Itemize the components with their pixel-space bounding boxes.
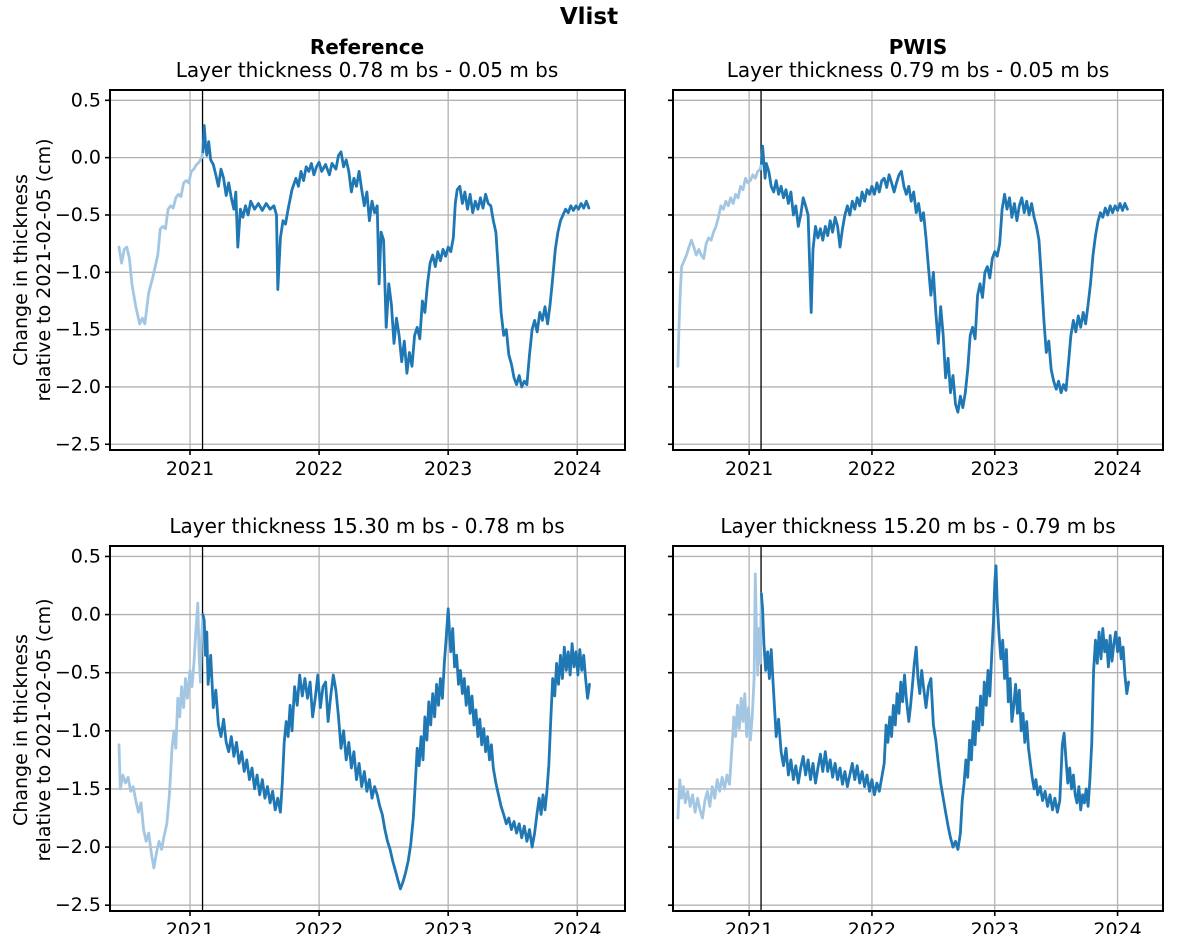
axes-spines — [672, 89, 1164, 451]
plot-pwis-upper: 2021 2022 2023 2024 — [668, 89, 1164, 480]
y-tick-label: −2.5 — [55, 433, 101, 455]
plot-reference-lower: 2021 2022 2023 2024 0.5 0.0 −0.5 −1.0 −1.5 −2.0 −2… — [55, 545, 626, 934]
x-tick-label: 2021 — [166, 458, 214, 480]
y-axis-label-line1: Change in thickness — [10, 634, 32, 826]
y-tick-label: −0.5 — [55, 204, 101, 226]
column-header-pwis: PWIS — [888, 35, 948, 59]
y-tick-label: −1.0 — [55, 261, 101, 283]
series-line — [759, 564, 1130, 851]
x-tick-label: 2021 — [166, 919, 214, 934]
y-tick-label: 0.0 — [71, 604, 101, 626]
series-line — [117, 150, 205, 326]
y-tick-label: −2.5 — [55, 894, 101, 916]
x-tick-label: 2024 — [1093, 458, 1141, 480]
series-line — [676, 572, 763, 820]
x-tick-label: 2024 — [553, 919, 601, 934]
x-tick-label: 2023 — [424, 919, 472, 934]
figure-title: Vlist — [559, 4, 619, 30]
y-tick-label: −2.0 — [55, 376, 101, 398]
column-header-reference: Reference — [309, 35, 425, 59]
y-tick-label: −2.0 — [55, 836, 101, 858]
x-tick-label: 2022 — [295, 458, 343, 480]
y-tick-label: 0.5 — [71, 89, 101, 111]
y-tick-label: 0.5 — [71, 545, 101, 567]
series-line — [676, 162, 763, 368]
y-tick-label: −1.5 — [55, 319, 101, 341]
axes-spines — [109, 545, 626, 912]
series-line — [201, 607, 591, 891]
x-tick-label: 2022 — [295, 919, 343, 934]
subplot-title-reference-lower: Layer thickness 15.30 m bs - 0.78 m bs — [169, 514, 565, 538]
subplot-title-pwis-lower: Layer thickness 15.20 m bs - 0.79 m bs — [720, 514, 1116, 538]
plot-reference-upper: 2021 2022 2023 2024 0.5 0.0 −0.5 −1.0 −1.5 −2.0 −2… — [55, 89, 626, 480]
x-tick-label: 2021 — [725, 919, 773, 934]
x-tick-label: 2021 — [725, 458, 773, 480]
x-tick-label: 2023 — [971, 458, 1019, 480]
y-tick-label: −0.5 — [55, 662, 101, 684]
subplot-title-reference-upper: Layer thickness 0.78 m bs - 0.05 m bs — [175, 58, 559, 82]
axes-spines — [672, 545, 1164, 912]
x-tick-label: 2024 — [1093, 919, 1141, 934]
y-axis-label-line1: Change in thickness — [10, 174, 32, 366]
y-tick-label: −1.0 — [55, 720, 101, 742]
series-line — [117, 601, 205, 870]
x-tick-label: 2022 — [848, 919, 896, 934]
subplot-title-pwis-upper: Layer thickness 0.79 m bs - 0.05 m bs — [726, 58, 1110, 82]
series-line — [759, 144, 1129, 414]
x-tick-label: 2022 — [848, 458, 896, 480]
plot-pwis-lower: 2021 2022 2023 2024 — [668, 545, 1164, 934]
y-tick-label: −1.5 — [55, 778, 101, 800]
axes-spines — [109, 89, 626, 451]
x-tick-label: 2023 — [424, 458, 472, 480]
x-tick-label: 2024 — [553, 458, 601, 480]
series-line — [201, 124, 591, 389]
x-tick-label: 2023 — [971, 919, 1019, 934]
y-tick-label: 0.0 — [71, 147, 101, 169]
